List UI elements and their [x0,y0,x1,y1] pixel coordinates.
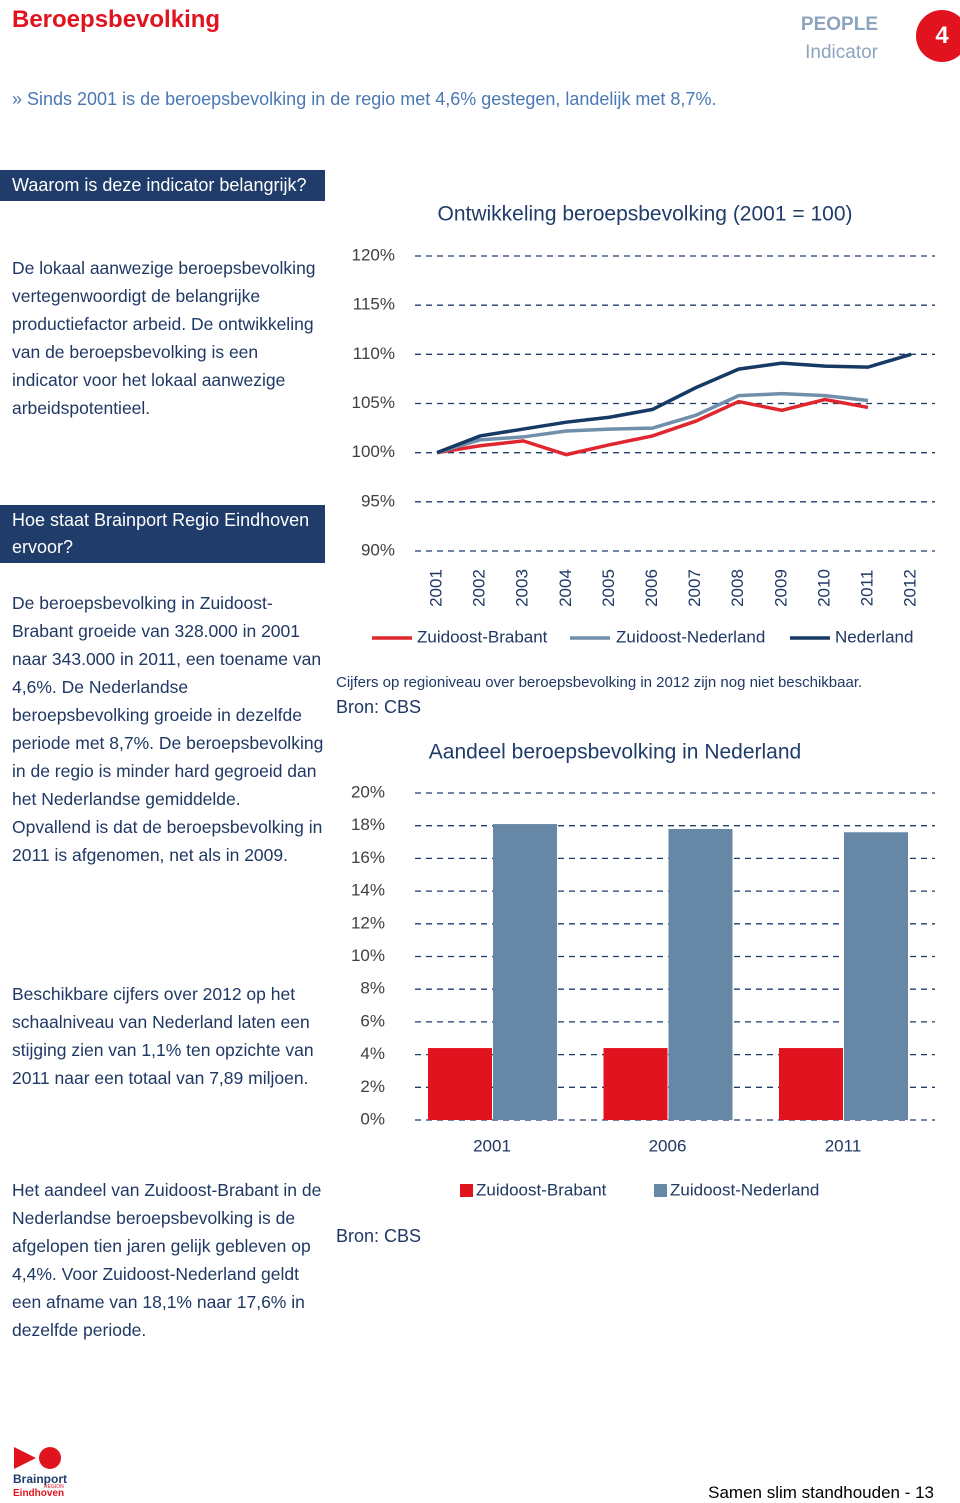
paragraph: De lokaal aanwezige beroepsbevolking ver… [12,258,316,418]
y-tick-label: 120% [352,245,395,264]
y-tick-label: 0% [360,1109,385,1128]
y-tick-label: 90% [361,540,395,559]
x-tick-label: 2005 [599,569,618,607]
section-header: Hoe staat Brainport Regio Eindhoven ervo… [0,505,325,563]
chart-title: Aandeel beroepsbevolking in Nederland [429,741,801,764]
x-tick-label: 2011 [825,1136,862,1155]
badge-number: 4 [935,22,949,49]
legend-label: Nederland [835,627,913,646]
x-tick-label: 2001 [426,569,445,607]
page-number: Samen slim standhouden - 13 [708,1483,934,1502]
y-tick-label: 14% [351,881,385,900]
y-tick-label: 110% [353,344,395,363]
x-tick-label: 2010 [814,569,833,607]
y-tick-label: 95% [361,491,395,510]
x-tick-label: 2003 [513,569,532,607]
x-tick-label: 2002 [470,569,489,607]
bar [779,1048,843,1120]
logo-text: Eindhoven [13,1488,65,1499]
chart-title: Ontwikkeling beroepsbevolking (2001 = 10… [437,203,852,226]
line [436,397,869,457]
bar [428,1048,492,1120]
logo-text: Brainport [13,1472,67,1486]
bar [844,832,908,1120]
x-tick-label: 2009 [771,569,790,607]
x-tick-label: 2011 [857,570,876,607]
y-tick-label: 105% [352,393,395,412]
y-tick-label: 115% [353,295,395,314]
logo-shape [39,1447,61,1469]
x-tick-label: 2001 [473,1136,511,1155]
badge [916,10,960,62]
x-tick-label: 2007 [685,569,704,607]
note: Cijfers op regioniveau over beroepsbevol… [336,674,863,691]
y-tick-label: 6% [360,1011,385,1030]
paragraph: Het aandeel van Zuidoost-Brabant in de N… [12,1180,322,1340]
y-tick-label: 16% [351,848,385,867]
legend-swatch [460,1184,473,1197]
y-tick-label: 20% [351,782,385,801]
bar [668,828,733,1120]
page-title: Beroepsbevolking [12,6,221,33]
legend-swatch [654,1184,667,1197]
tag: Indicator [805,42,878,63]
y-tick-label: 100% [352,442,395,461]
y-tick-label: 4% [360,1044,385,1063]
x-tick-label: 2012 [901,569,920,607]
y-tick-label: 12% [351,913,385,932]
tag: PEOPLE [800,14,878,35]
bar [603,1048,668,1120]
y-tick-label: 10% [351,946,385,965]
source: Bron: CBS [336,1226,422,1246]
summary: » Sinds 2001 is de beroepsbevolking in d… [12,89,717,109]
legend-label: Zuidoost-Brabant [476,1180,607,1199]
section-header: Waarom is deze indicator belangrijk? [0,170,325,201]
line [436,391,869,455]
paragraph: Beschikbare cijfers over 2012 op het sch… [12,984,314,1088]
paragraph: De beroepsbevolking in Zuidoost-Brabant … [12,593,324,865]
x-tick-label: 2006 [649,1136,687,1155]
y-tick-label: 2% [360,1077,385,1096]
legend-label: Zuidoost-Nederland [616,627,765,646]
legend-label: Zuidoost-Nederland [670,1180,819,1199]
legend-label: Zuidoost-Brabant [417,627,548,646]
x-tick-label: 2008 [728,569,747,607]
bar [493,824,557,1120]
y-tick-label: 8% [360,979,385,998]
line [436,352,912,455]
x-tick-label: 2004 [556,569,575,607]
source: Bron: CBS [336,697,422,717]
y-tick-label: 18% [351,815,385,834]
logo-text: REGION [44,1484,64,1490]
logo-shape [14,1447,36,1469]
x-tick-label: 2006 [642,569,661,607]
